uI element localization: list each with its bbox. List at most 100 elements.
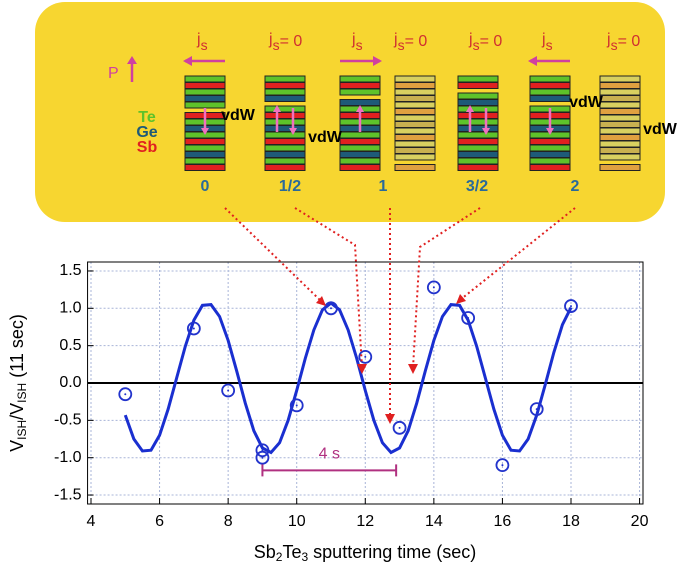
data-point-center bbox=[432, 286, 435, 289]
layer bbox=[599, 95, 641, 102]
current-sub: s bbox=[273, 37, 280, 53]
layer bbox=[264, 157, 306, 165]
layer bbox=[599, 164, 641, 171]
x-label-part: sputtering time (sec) bbox=[308, 542, 476, 562]
data-point-center bbox=[535, 408, 538, 411]
layer bbox=[264, 164, 306, 171]
current-symbol: j bbox=[541, 31, 546, 48]
data-point-center bbox=[329, 307, 332, 310]
layer bbox=[529, 82, 571, 89]
layer bbox=[599, 147, 641, 154]
data-point bbox=[495, 458, 510, 473]
y-label-part: V bbox=[7, 440, 27, 452]
data-point bbox=[358, 349, 373, 364]
layer bbox=[339, 82, 381, 89]
layer bbox=[264, 144, 306, 152]
current-symbol: j bbox=[393, 31, 398, 48]
y-tick-label: 1.0 bbox=[59, 300, 81, 317]
layer bbox=[339, 151, 381, 158]
polarization-label: P bbox=[108, 65, 119, 82]
layer bbox=[394, 75, 436, 83]
fit-curve bbox=[123, 301, 573, 455]
arrowhead bbox=[385, 414, 395, 424]
layer bbox=[529, 164, 571, 171]
y-label-part: (11 sec) bbox=[7, 314, 27, 383]
spin-head bbox=[546, 128, 554, 135]
stage-label: 2 bbox=[571, 178, 580, 195]
layer bbox=[264, 131, 306, 139]
y-label-part: /V bbox=[7, 403, 27, 420]
layer bbox=[529, 95, 571, 102]
layer bbox=[394, 134, 436, 141]
layer bbox=[264, 75, 306, 83]
spin-head bbox=[201, 128, 209, 135]
layer bbox=[457, 82, 499, 89]
layer bbox=[599, 153, 641, 161]
layer bbox=[339, 75, 381, 83]
gap-label: vdW bbox=[308, 129, 343, 146]
layer bbox=[184, 95, 226, 102]
layer bbox=[394, 153, 436, 161]
current-head bbox=[183, 56, 192, 66]
layer bbox=[339, 131, 381, 139]
current-symbol: j bbox=[268, 31, 273, 48]
x-label-part: 2 bbox=[276, 550, 283, 564]
layer bbox=[394, 88, 436, 96]
data-point bbox=[392, 420, 407, 435]
x-tick-label: 4 bbox=[87, 513, 96, 530]
x-tick-label: 10 bbox=[288, 513, 306, 530]
layer-label: Te bbox=[138, 109, 156, 126]
x-tick-label: 12 bbox=[356, 513, 374, 530]
layer bbox=[184, 144, 226, 152]
data-point-center bbox=[192, 327, 195, 330]
layer bbox=[599, 140, 641, 148]
x-label-part: Sb bbox=[254, 542, 276, 562]
layer bbox=[457, 75, 499, 83]
layer bbox=[457, 164, 499, 171]
layer bbox=[599, 127, 641, 135]
y-axis-label: VISH/VISH (11 sec) bbox=[7, 314, 29, 452]
stage-label: 1/2 bbox=[279, 178, 301, 195]
current-sub: s bbox=[356, 37, 363, 53]
y-label-part: ISH bbox=[15, 383, 29, 403]
layer bbox=[457, 151, 499, 158]
current-zero: = 0 bbox=[405, 33, 428, 50]
current-symbol: j bbox=[468, 31, 473, 48]
current-label: js= 0 bbox=[268, 31, 302, 52]
stage-label: 0 bbox=[201, 178, 210, 195]
y-label-part: ISH bbox=[15, 420, 29, 440]
layer bbox=[184, 82, 226, 89]
data-point bbox=[186, 321, 201, 336]
layer bbox=[184, 151, 226, 158]
layer bbox=[599, 101, 641, 109]
x-tick-label: 14 bbox=[425, 513, 443, 530]
layer bbox=[339, 144, 381, 152]
data-point bbox=[289, 398, 304, 413]
current-label: js bbox=[541, 31, 553, 52]
layer bbox=[339, 164, 381, 171]
current-zero: = 0 bbox=[280, 33, 303, 50]
data-point-center bbox=[398, 426, 401, 429]
layer bbox=[184, 75, 226, 83]
data-point-center bbox=[227, 389, 230, 392]
spin-head bbox=[482, 128, 490, 135]
data-point bbox=[529, 402, 544, 417]
data-point-center bbox=[124, 393, 127, 396]
layer bbox=[184, 88, 226, 96]
pointer-arrows bbox=[224, 207, 576, 418]
current-symbol: j bbox=[196, 31, 201, 48]
pointer bbox=[412, 207, 481, 369]
current-sub: s bbox=[546, 37, 553, 53]
layer bbox=[529, 151, 571, 158]
layer bbox=[184, 164, 226, 171]
layer bbox=[457, 125, 499, 132]
x-tick-label: 16 bbox=[494, 513, 512, 530]
data-point bbox=[324, 301, 338, 316]
layer bbox=[264, 88, 306, 96]
data-point-center bbox=[501, 464, 504, 467]
data-point bbox=[118, 387, 133, 402]
layer bbox=[599, 114, 641, 122]
layer bbox=[184, 101, 226, 109]
layer bbox=[339, 88, 381, 96]
layer bbox=[599, 75, 641, 83]
